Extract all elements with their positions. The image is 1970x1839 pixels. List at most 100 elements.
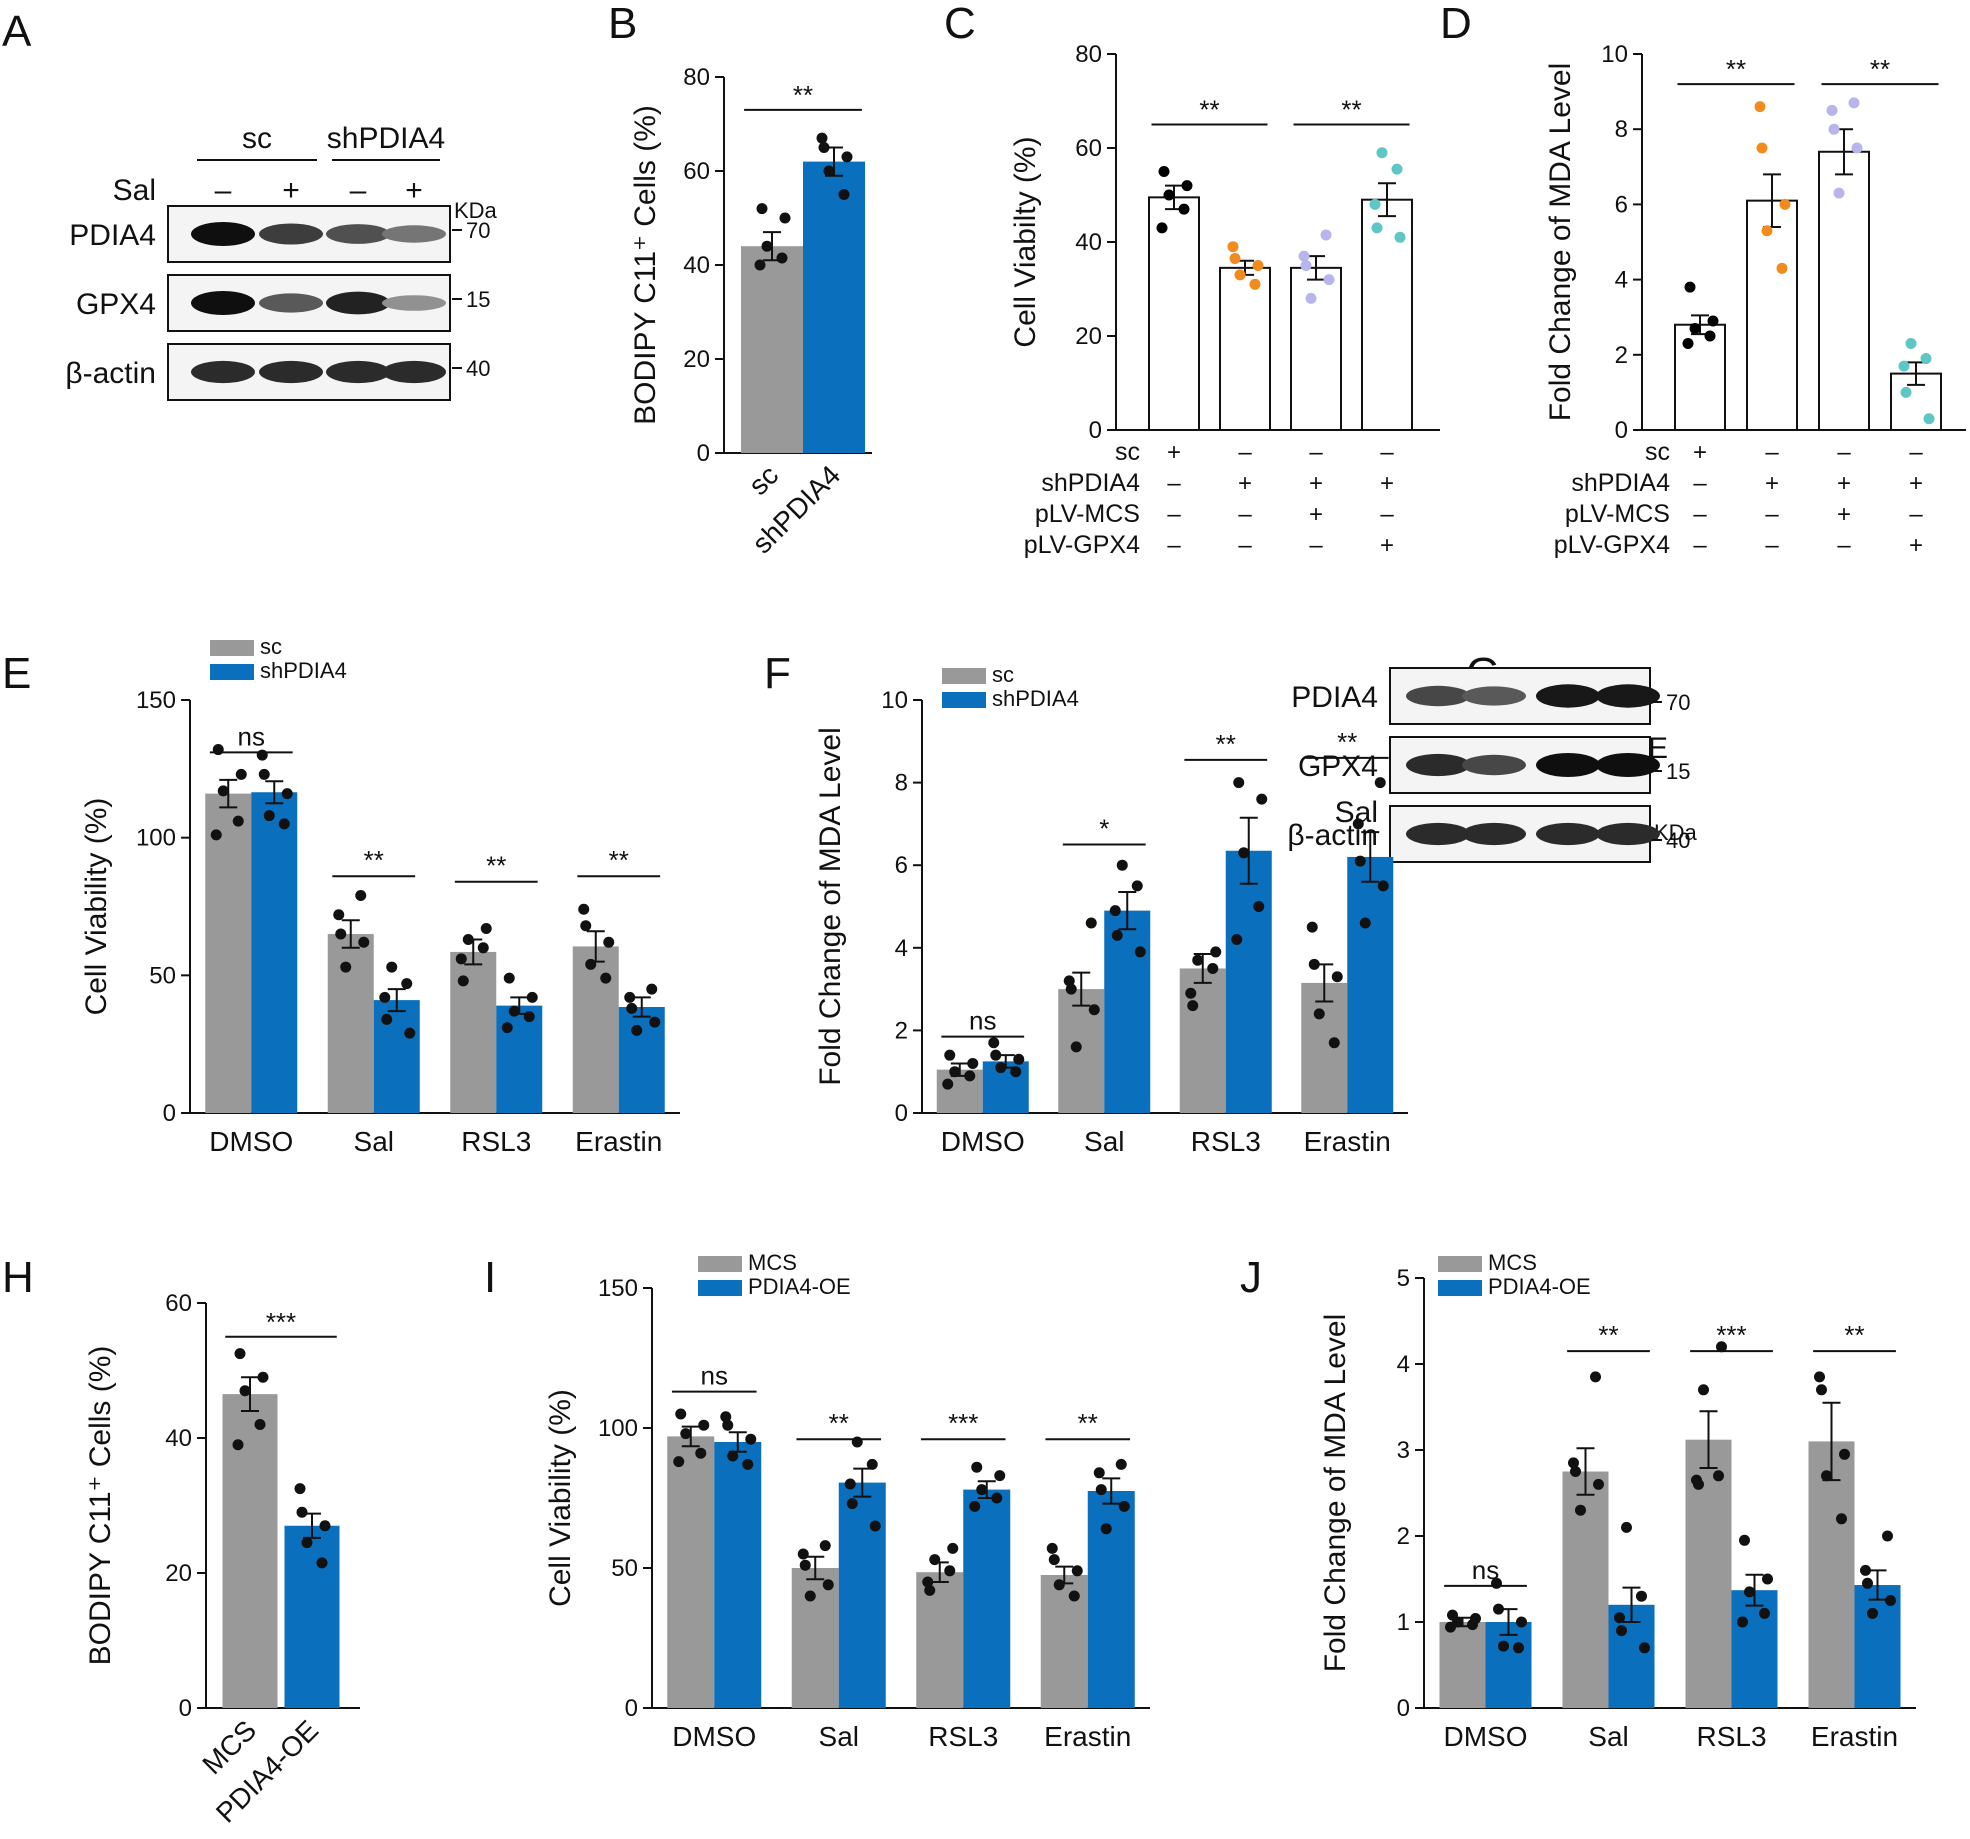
data-point <box>673 1456 685 1468</box>
bar <box>1808 1441 1855 1708</box>
data-point <box>296 1506 308 1518</box>
significance-label: ** <box>1598 1320 1618 1350</box>
bar <box>284 1525 340 1708</box>
significance-label: ** <box>486 851 506 881</box>
data-point <box>1762 1573 1773 1585</box>
data-point <box>866 1458 878 1470</box>
condition-sign: – <box>1167 501 1181 528</box>
data-point <box>1118 1500 1130 1512</box>
data-point <box>1298 250 1310 262</box>
bar <box>251 792 298 1113</box>
data-point <box>1744 1586 1755 1598</box>
blot-band <box>191 360 255 384</box>
data-point <box>1352 818 1364 830</box>
y-tick-label: 0 <box>697 440 710 467</box>
bar <box>1087 1491 1135 1708</box>
data-point <box>217 785 229 797</box>
y-tick-label: 4 <box>1397 1351 1410 1378</box>
legend-swatch <box>942 668 986 684</box>
data-point <box>1570 1466 1581 1477</box>
condition-sign: – <box>1167 532 1181 559</box>
data-point <box>457 975 469 987</box>
data-point <box>1359 917 1371 929</box>
y-axis-label: BODIPY C11⁺ Cells (%) <box>84 1346 117 1666</box>
data-point <box>838 189 850 200</box>
bar <box>838 1482 886 1708</box>
y-tick-label: 40 <box>683 252 710 279</box>
blot-g: MCSPDIA4-OESal–+–+KDaPDIA470GPX415β-acti… <box>1287 667 1698 863</box>
condition-sign: – <box>1765 439 1779 466</box>
chart-j: 0 1 2 3 4 5 Fold Change of MDA Level ns DMSO ** Sa… <box>1319 1250 1916 1752</box>
condition-sign: – <box>1309 439 1323 466</box>
data-point <box>523 1011 535 1023</box>
data-point <box>1920 353 1932 365</box>
significance-label: ** <box>1726 54 1746 84</box>
data-point <box>1116 859 1128 871</box>
data-point <box>401 978 413 990</box>
bar <box>1854 1585 1901 1708</box>
data-point <box>1833 187 1845 199</box>
data-point <box>1185 987 1197 999</box>
data-point <box>990 1049 1002 1061</box>
data-point <box>1684 281 1696 293</box>
legend-swatch <box>210 640 254 656</box>
data-point <box>1376 147 1388 159</box>
y-tick-label: 2 <box>895 1017 908 1044</box>
condition-row-label: pLV-GPX4 <box>1024 531 1140 559</box>
data-point <box>1156 222 1168 234</box>
legend-swatch <box>698 1256 742 1272</box>
data-point <box>358 936 370 948</box>
bar <box>1301 982 1348 1113</box>
data-point <box>258 768 270 780</box>
category-label: RSL3 <box>1696 1721 1766 1752</box>
data-point <box>675 1408 687 1420</box>
significance-label: *** <box>1716 1320 1746 1350</box>
bar <box>572 946 619 1113</box>
data-point <box>1065 983 1077 995</box>
data-point <box>1394 231 1406 243</box>
category-label: sc <box>743 459 785 501</box>
panel-label-e: E <box>2 649 31 698</box>
bar <box>1347 856 1394 1113</box>
significance-label: ** <box>609 845 629 875</box>
panel-label-c: C <box>944 0 976 48</box>
data-point <box>1046 1542 1058 1554</box>
data-point <box>756 203 768 215</box>
data-point <box>964 1070 976 1082</box>
treatment-sign: + <box>282 174 300 207</box>
y-tick-label: 0 <box>1615 417 1628 444</box>
data-point <box>1305 292 1317 304</box>
data-point <box>1776 262 1788 274</box>
data-point <box>776 252 788 264</box>
data-point <box>797 1548 809 1560</box>
condition-sign: – <box>1693 532 1707 559</box>
y-axis-label: BODIPY C11⁺ Cells (%) <box>629 105 662 425</box>
y-tick-label: 60 <box>1075 135 1102 162</box>
data-point <box>1227 241 1239 253</box>
condition-sign: – <box>1238 532 1252 559</box>
significance-label: ** <box>1078 1408 1098 1438</box>
panel-label-f: F <box>764 649 791 698</box>
data-point <box>1867 1607 1878 1619</box>
significance-label: ** <box>1199 95 1219 125</box>
condition-sign: – <box>1309 532 1323 559</box>
data-point <box>1860 1564 1871 1576</box>
condition-row-label: pLV-MCS <box>1035 500 1140 528</box>
data-point <box>742 1458 754 1470</box>
data-point <box>1331 971 1343 983</box>
data-point <box>1447 1609 1458 1621</box>
blot-a: sc shPDIA4 Sal – + – + KDa PDIA4 70 GPX4 15 β-actin 4… <box>65 122 498 401</box>
data-point <box>234 1348 246 1360</box>
data-point <box>1085 917 1097 929</box>
data-point <box>1070 1041 1082 1053</box>
data-point <box>929 1554 941 1566</box>
treatment-sign: – <box>350 174 367 207</box>
significance-label: ** <box>1216 729 1236 759</box>
data-point <box>698 1419 710 1431</box>
significance-label: ns <box>701 1361 728 1391</box>
data-point <box>1328 1037 1340 1049</box>
data-point <box>1234 269 1246 281</box>
panel-label-j: J <box>1240 1253 1262 1302</box>
data-point <box>844 1478 856 1490</box>
y-tick-label: 4 <box>1615 267 1628 294</box>
